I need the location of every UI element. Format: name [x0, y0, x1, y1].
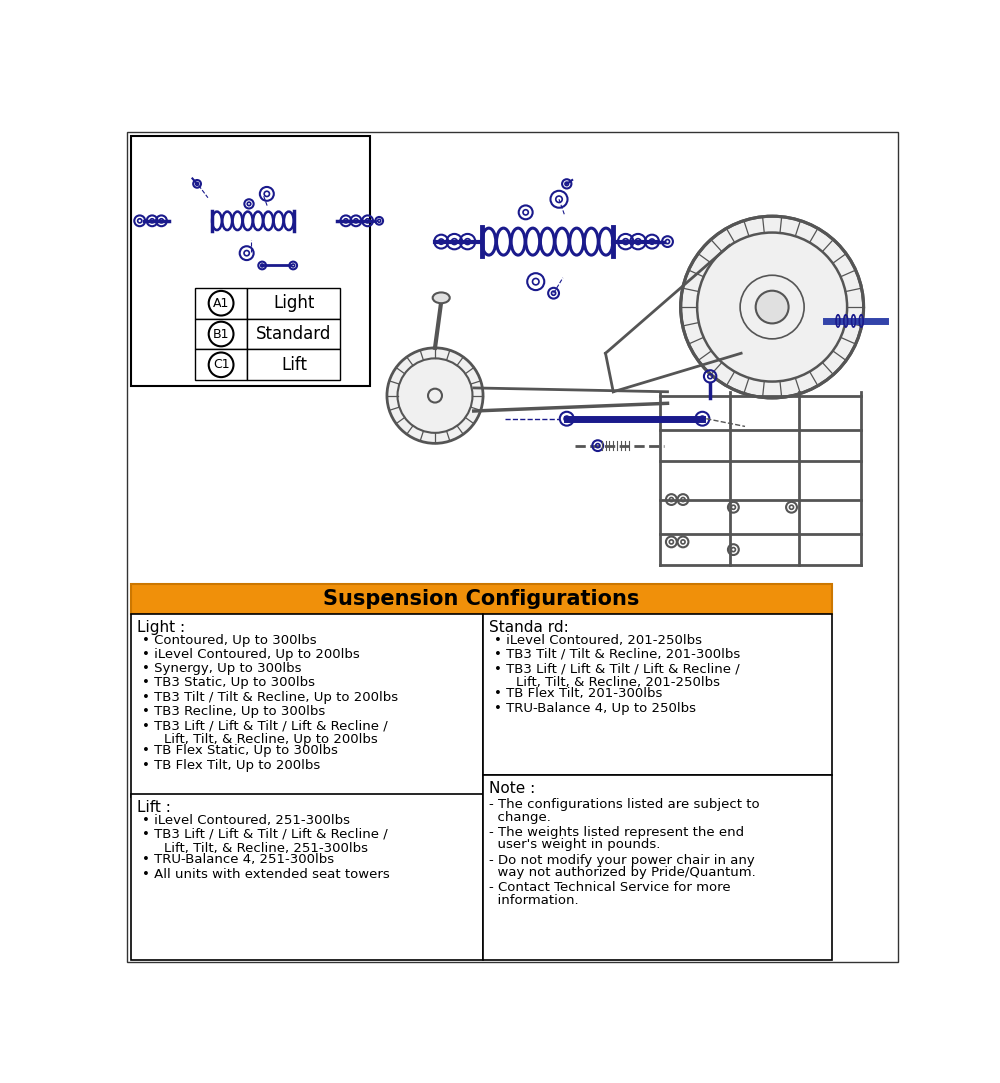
Bar: [247, 350, 340, 380]
Text: • All units with extended seat towers: • All units with extended seat towers: [142, 867, 390, 880]
Bar: [247, 288, 340, 318]
Text: Lift :: Lift :: [137, 800, 171, 814]
Text: - The configurations listed are subject to: - The configurations listed are subject …: [489, 798, 760, 811]
Bar: [195, 350, 247, 380]
Text: Lift, Tilt, & Recline, Up to 200lbs: Lift, Tilt, & Recline, Up to 200lbs: [147, 733, 377, 746]
Text: • TB Flex Static, Up to 300lbs: • TB Flex Static, Up to 300lbs: [142, 744, 338, 757]
Bar: [195, 288, 247, 318]
Text: Light: Light: [273, 295, 315, 312]
Text: • Contoured, Up to 300lbs: • Contoured, Up to 300lbs: [142, 634, 317, 647]
Text: • TRU-Balance 4, Up to 250lbs: • TRU-Balance 4, Up to 250lbs: [494, 702, 696, 715]
Text: - Do not modify your power chair in any: - Do not modify your power chair in any: [489, 853, 755, 866]
Bar: [131, 794, 483, 960]
Bar: [247, 318, 340, 350]
Text: - The weights listed represent the end: - The weights listed represent the end: [489, 826, 744, 839]
Text: - Contact Technical Service for more: - Contact Technical Service for more: [489, 882, 731, 895]
Text: Lift, Tilt, & Recline, 251-300lbs: Lift, Tilt, & Recline, 251-300lbs: [147, 843, 368, 856]
Text: • TB3 Tilt / Tilt & Recline, 201-300lbs: • TB3 Tilt / Tilt & Recline, 201-300lbs: [494, 648, 740, 661]
Text: • TRU-Balance 4, 251-300lbs: • TRU-Balance 4, 251-300lbs: [142, 853, 334, 866]
Text: • TB3 Lift / Lift & Tilt / Lift & Recline /: • TB3 Lift / Lift & Tilt / Lift & Reclin…: [494, 662, 740, 675]
Text: Note :: Note :: [489, 781, 536, 796]
Text: • TB Flex Tilt, 201-300lbs: • TB Flex Tilt, 201-300lbs: [494, 688, 662, 701]
Text: • Synergy, Up to 300lbs: • Synergy, Up to 300lbs: [142, 662, 302, 675]
Bar: [131, 584, 832, 614]
Text: Suspension Configurations: Suspension Configurations: [323, 589, 640, 609]
Circle shape: [387, 348, 483, 443]
Text: • TB3 Static, Up to 300lbs: • TB3 Static, Up to 300lbs: [142, 676, 315, 689]
Text: • TB Flex Tilt, Up to 200lbs: • TB Flex Tilt, Up to 200lbs: [142, 759, 320, 772]
Bar: [131, 136, 370, 387]
Bar: [483, 614, 832, 775]
Circle shape: [681, 217, 864, 397]
Text: Standard: Standard: [256, 325, 332, 343]
Text: information.: information.: [489, 893, 579, 906]
Text: way not authorized by Pride/Quantum.: way not authorized by Pride/Quantum.: [489, 866, 756, 879]
Text: A1: A1: [213, 297, 229, 310]
Circle shape: [756, 290, 789, 324]
Text: • iLevel Contoured, 251-300lbs: • iLevel Contoured, 251-300lbs: [142, 813, 350, 826]
Bar: [131, 614, 483, 797]
Text: user's weight in pounds.: user's weight in pounds.: [489, 838, 661, 851]
Text: • TB3 Recline, Up to 300lbs: • TB3 Recline, Up to 300lbs: [142, 705, 325, 718]
Bar: [195, 318, 247, 350]
Text: • TB3 Tilt / Tilt & Recline, Up to 200lbs: • TB3 Tilt / Tilt & Recline, Up to 200lb…: [142, 691, 398, 704]
Bar: [483, 775, 832, 960]
Text: • iLevel Contoured, 201-250lbs: • iLevel Contoured, 201-250lbs: [494, 634, 702, 647]
Text: • iLevel Contoured, Up to 200lbs: • iLevel Contoured, Up to 200lbs: [142, 648, 360, 661]
Text: • TB3 Lift / Lift & Tilt / Lift & Recline /: • TB3 Lift / Lift & Tilt / Lift & Reclin…: [142, 719, 388, 732]
Text: Standa rd:: Standa rd:: [489, 619, 569, 635]
Ellipse shape: [433, 292, 450, 303]
Text: • TB3 Lift / Lift & Tilt / Lift & Recline /: • TB3 Lift / Lift & Tilt / Lift & Reclin…: [142, 828, 388, 841]
Text: Lift: Lift: [281, 356, 307, 374]
Text: change.: change.: [489, 811, 551, 824]
Text: B1: B1: [213, 327, 229, 340]
Text: C1: C1: [213, 358, 229, 371]
Text: Lift, Tilt, & Recline, 201-250lbs: Lift, Tilt, & Recline, 201-250lbs: [499, 676, 720, 689]
Text: Light :: Light :: [137, 619, 186, 635]
